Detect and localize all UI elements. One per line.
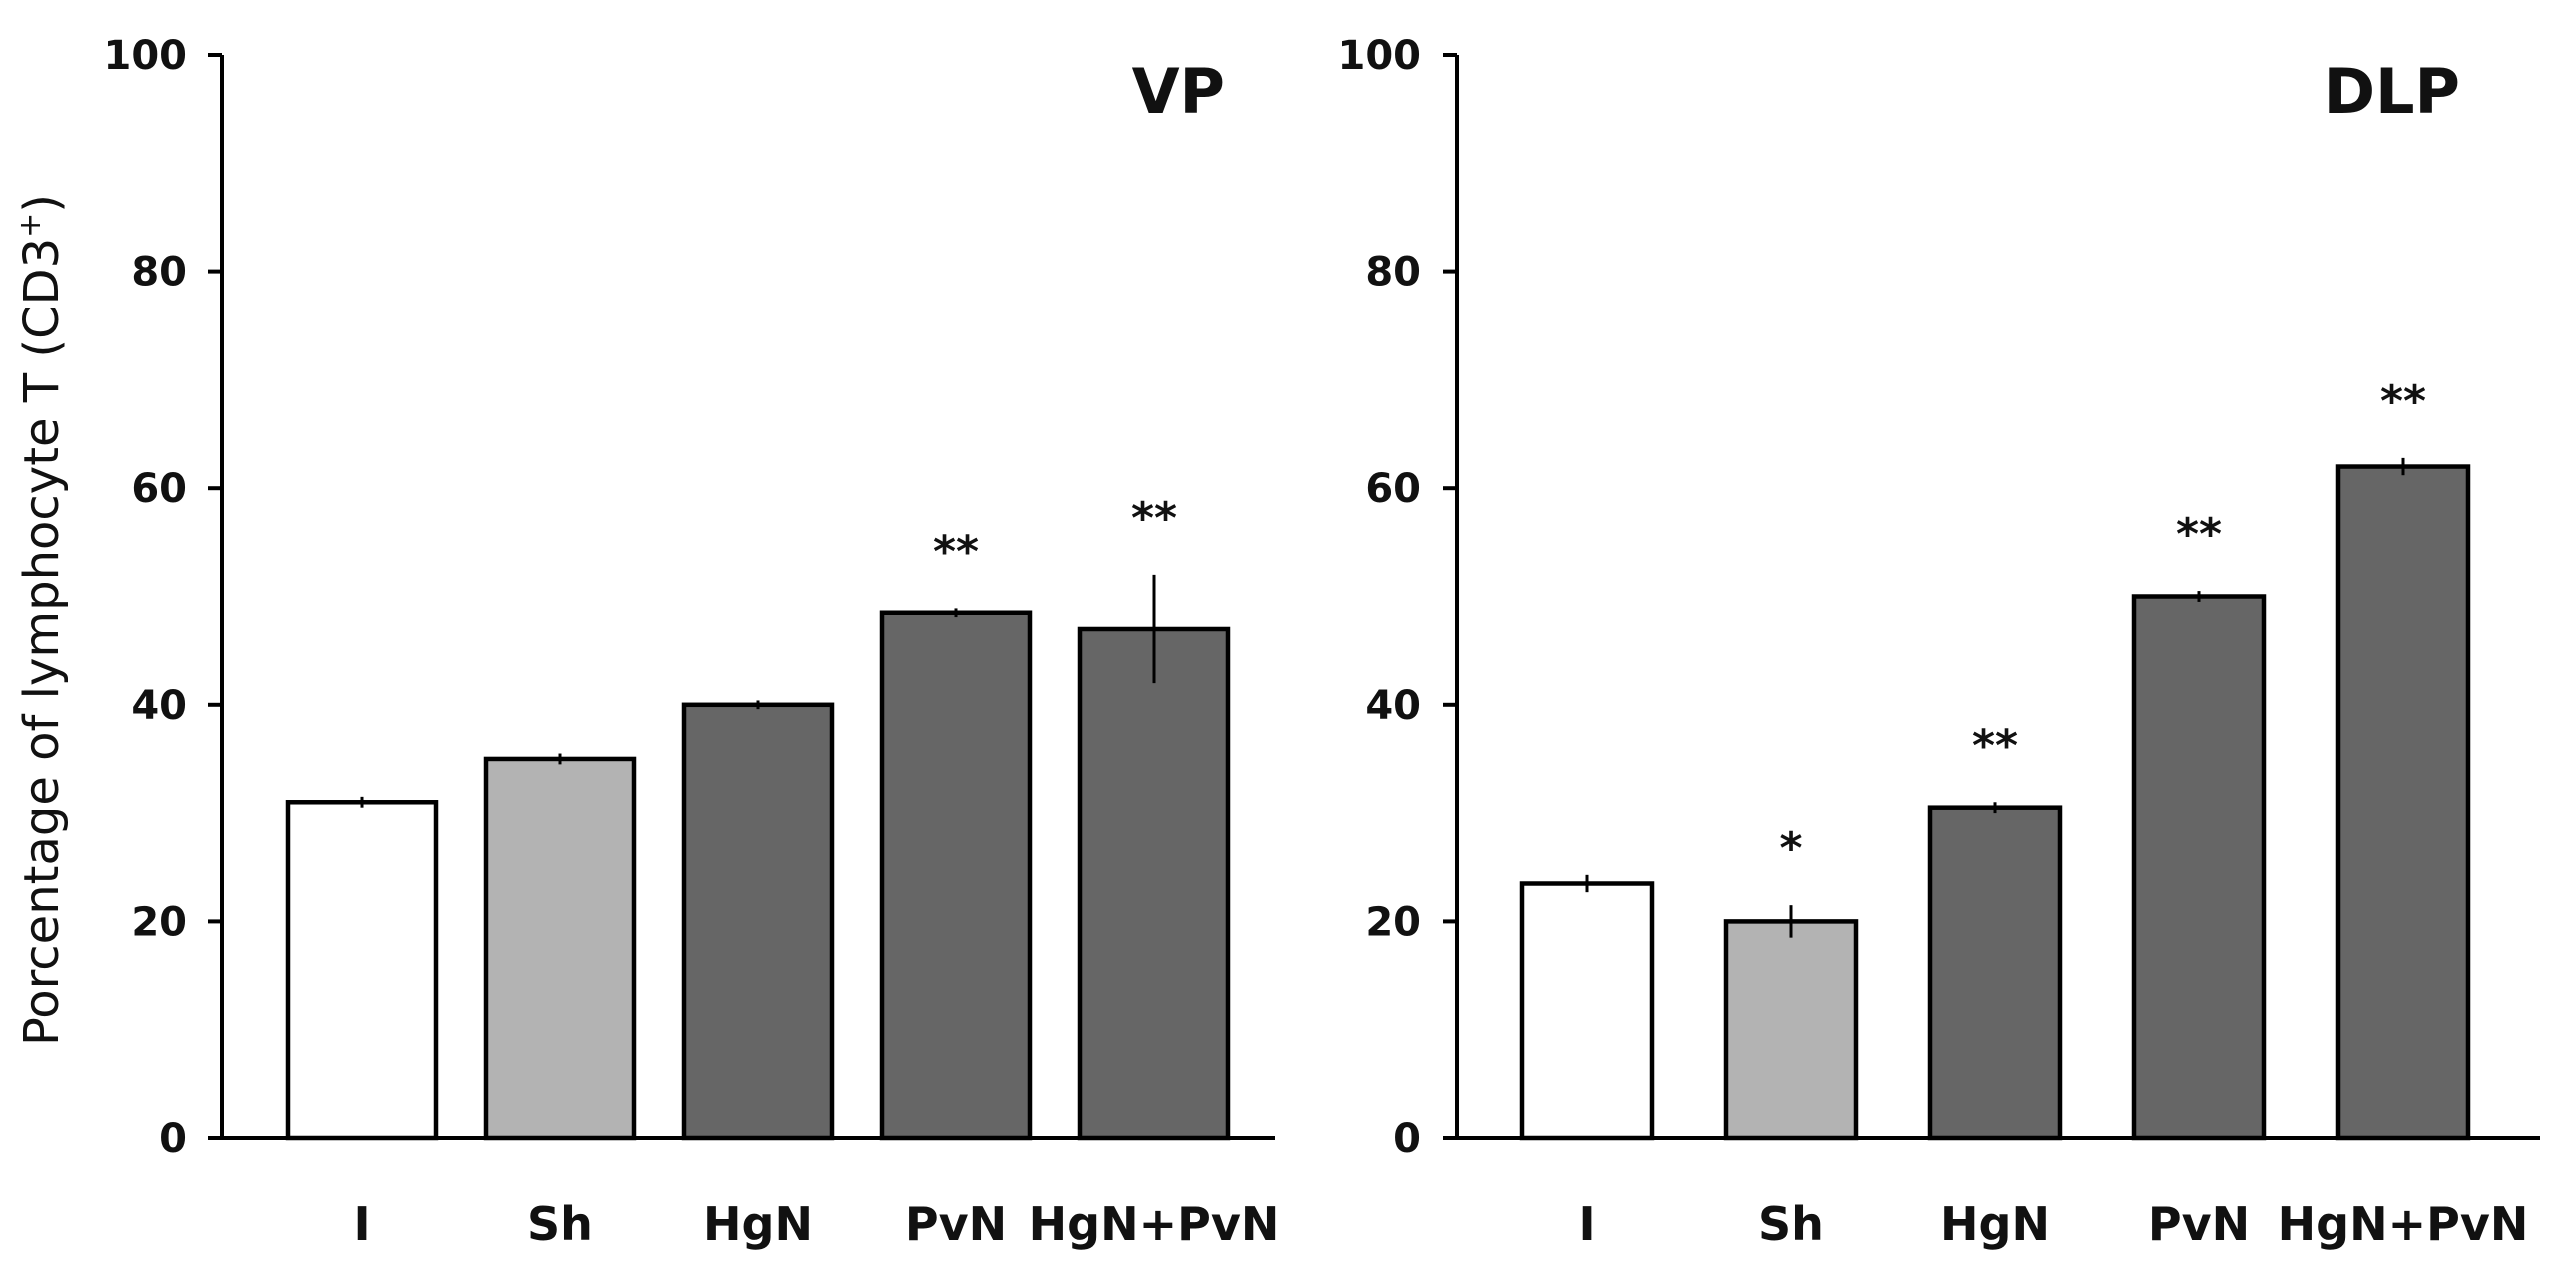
x-tick-label: HgN+PvN — [2278, 1197, 2529, 1251]
x-tick-label: PvN — [905, 1197, 1007, 1251]
y-tick-label: 40 — [1365, 683, 1421, 729]
bar-pvn — [2131, 594, 2267, 1141]
bar-i — [285, 800, 439, 1141]
x-tick-label: I — [1578, 1197, 1595, 1251]
significance-marker: ** — [1972, 720, 2018, 771]
bar-hgn-plus-pvn — [2335, 464, 2471, 1141]
significance-marker: ** — [933, 526, 979, 577]
x-tick-label: I — [353, 1197, 370, 1251]
y-tick-label: 80 — [1365, 250, 1421, 296]
y-tick-label: 0 — [1393, 1116, 1421, 1162]
significance-marker: ** — [2176, 509, 2222, 560]
y-axis-label: Porcentage of lymphocyte T (CD3+) — [13, 194, 70, 1046]
x-tick-label: Sh — [1758, 1197, 1824, 1251]
bar-i — [1519, 881, 1655, 1141]
bar-hgn — [681, 702, 835, 1141]
significance-marker: ** — [1131, 493, 1177, 544]
y-tick-label: 60 — [131, 466, 187, 512]
x-tick-label: HgN — [703, 1197, 813, 1251]
y-tick-label: 0 — [159, 1116, 187, 1162]
bar-sh — [483, 756, 637, 1141]
bar-sh — [1723, 919, 1859, 1141]
significance-marker: ** — [2380, 376, 2426, 427]
panel-vp: 0 20 40 60 80 100 VP I Sh HgN PvN ** HgN+PvN ** — [104, 33, 1280, 1251]
bar-hgn-plus-pvn — [1077, 626, 1231, 1141]
bar-hgn — [1927, 805, 2063, 1141]
y-tick-label: 60 — [1365, 466, 1421, 512]
y-tick-label: 20 — [1365, 899, 1421, 945]
bar-pvn — [879, 610, 1033, 1141]
y-tick-label: 20 — [131, 899, 187, 945]
y-tick-label: 40 — [131, 683, 187, 729]
y-tick-label: 100 — [104, 33, 188, 79]
x-tick-label: Sh — [527, 1197, 593, 1251]
x-tick-label: HgN+PvN — [1029, 1197, 1280, 1251]
x-tick-label: HgN — [1940, 1197, 2050, 1251]
panel-dlp: 0 20 40 60 80 100 DLP I Sh * HgN ** PvN ** HgN+PvN ** — [1338, 33, 2540, 1251]
y-tick-label: 100 — [1338, 33, 1422, 79]
significance-marker: * — [1779, 823, 1802, 874]
x-tick-label: PvN — [2148, 1197, 2250, 1251]
panel-title: DLP — [2324, 55, 2460, 128]
panel-title: VP — [1132, 55, 1225, 128]
y-tick-label: 80 — [131, 250, 187, 296]
